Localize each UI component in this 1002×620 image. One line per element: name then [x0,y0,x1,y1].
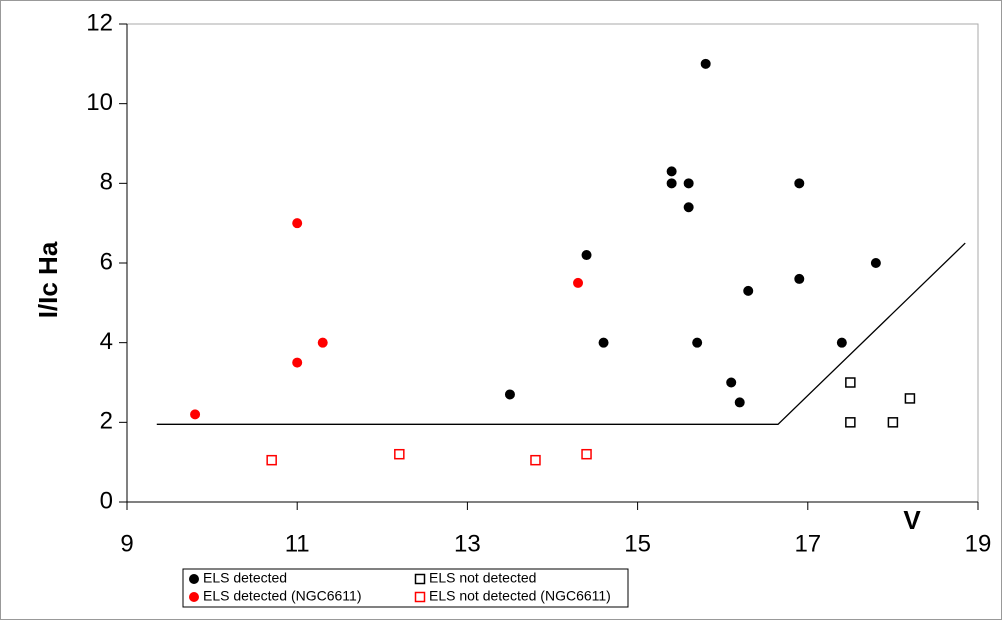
point [292,357,303,368]
legend-marker [414,573,426,585]
point [573,277,584,288]
point [743,285,754,296]
y-tick-label: 4 [100,328,113,355]
point [504,389,515,400]
point [317,337,328,348]
y-tick-label: 6 [100,248,113,275]
point [845,377,856,388]
point [292,218,303,229]
point [734,397,745,408]
legend-label: ELS not detected [429,570,536,586]
legend-marker [189,592,199,602]
point [581,250,592,261]
x-tick-label: 13 [454,530,481,557]
point [692,337,703,348]
point [666,166,677,177]
point [598,337,609,348]
legend-label: ELS detected (NGC6611) [203,588,362,604]
y-tick-label: 8 [100,169,113,196]
y-tick-label: 0 [100,487,113,514]
boundary-line [156,242,966,425]
point [904,393,916,404]
y-tick-label: 2 [100,408,113,435]
x-tick-label: 9 [120,530,133,557]
point [266,454,277,466]
point [700,58,711,69]
point [190,409,201,420]
point [887,417,899,428]
y-tick-label: 10 [86,89,113,116]
legend-label: ELS not detected (NGC6611) [429,588,611,604]
legend-marker [414,591,426,603]
point [794,178,805,189]
point [666,178,677,189]
legend-marker [189,574,199,584]
point [581,448,592,460]
y-tick-label: 12 [86,9,113,36]
x-tick-label: 15 [624,530,651,557]
point [683,178,694,189]
point [870,258,881,268]
point [530,454,541,466]
x-tick-label: 17 [794,530,821,557]
point [836,337,847,348]
x-axis-label: V [903,505,921,535]
point [394,448,405,460]
point [683,202,694,213]
legend [182,568,629,608]
point [845,417,856,428]
x-tick-label: 11 [285,530,310,557]
x-tick-label: 19 [965,530,992,557]
point [726,377,737,388]
point [794,273,805,284]
legend-label: ELS detected [203,570,287,586]
y-axis-label: I/Ic Ha [33,241,63,318]
